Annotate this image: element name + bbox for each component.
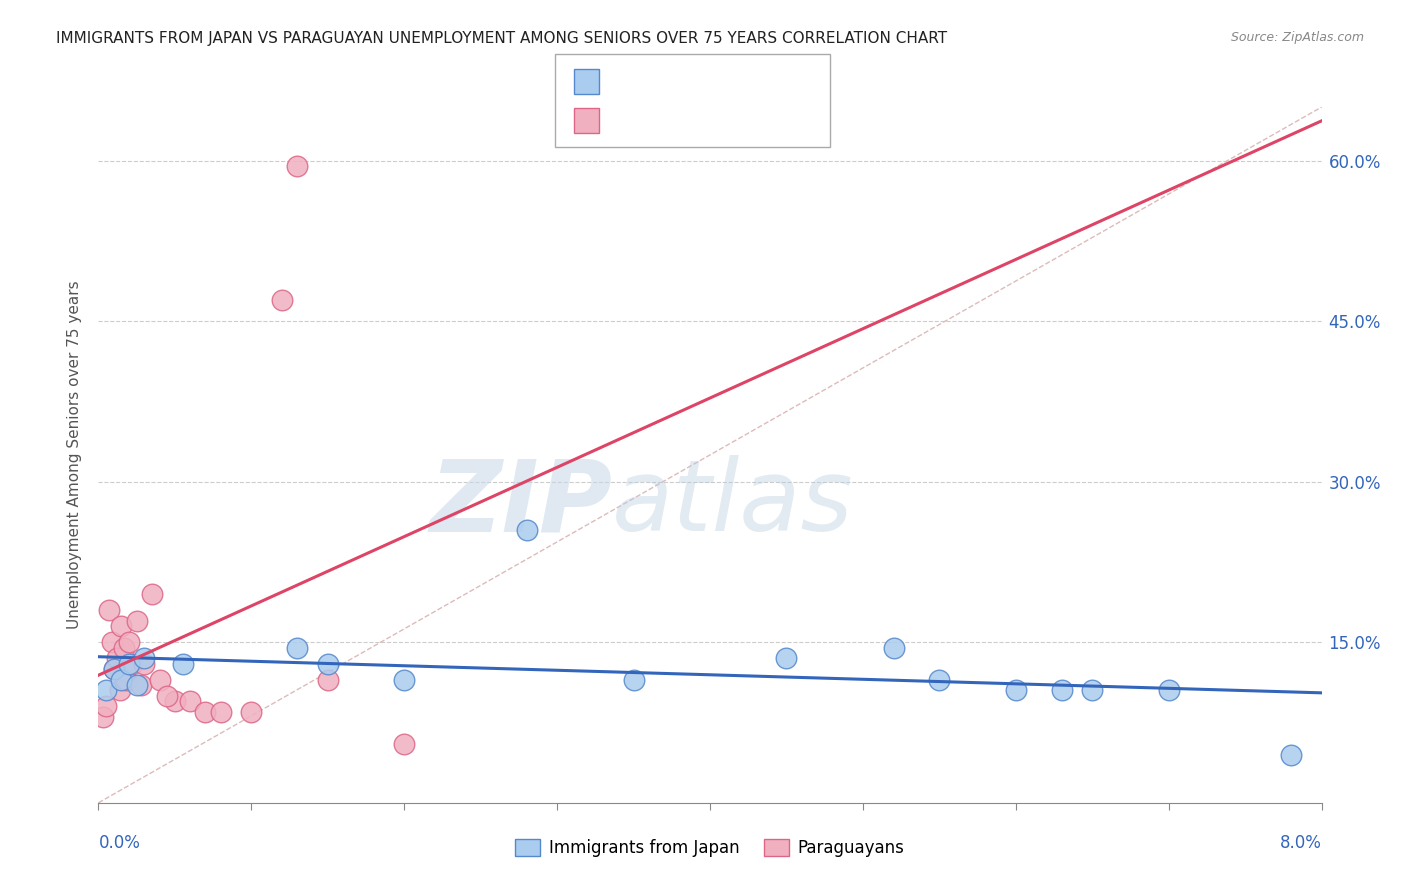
Point — [392, 737, 416, 751]
Point — [883, 640, 905, 655]
Text: N =: N = — [716, 72, 755, 90]
Legend: Immigrants from Japan, Paraguayans: Immigrants from Japan, Paraguayans — [509, 832, 911, 864]
Point — [285, 640, 308, 655]
Point — [156, 689, 179, 703]
Point — [179, 694, 201, 708]
Point — [149, 673, 172, 687]
Point — [163, 694, 186, 708]
Point — [316, 657, 339, 671]
Point — [115, 673, 138, 687]
Point — [240, 705, 263, 719]
Point — [94, 683, 117, 698]
Text: R =: R = — [610, 72, 650, 90]
Point — [623, 673, 645, 687]
Point — [515, 523, 537, 537]
Point — [101, 635, 124, 649]
Point — [1081, 683, 1104, 698]
Text: 8.0%: 8.0% — [1279, 834, 1322, 852]
Text: N =: N = — [716, 108, 755, 127]
Y-axis label: Unemployment Among Seniors over 75 years: Unemployment Among Seniors over 75 years — [67, 281, 83, 629]
Text: 27: 27 — [755, 108, 780, 127]
Point — [141, 587, 163, 601]
Point — [105, 651, 128, 665]
Point — [1004, 683, 1026, 698]
Point — [316, 673, 339, 687]
Point — [98, 603, 121, 617]
Point — [134, 651, 156, 665]
Point — [928, 673, 950, 687]
Point — [121, 657, 143, 671]
Point — [103, 662, 125, 676]
Text: 0.005: 0.005 — [650, 72, 706, 90]
Point — [108, 683, 131, 698]
Point — [775, 651, 797, 665]
Point — [1157, 683, 1180, 698]
Point — [110, 619, 132, 633]
Text: R =: R = — [610, 108, 650, 127]
Text: IMMIGRANTS FROM JAPAN VS PARAGUAYAN UNEMPLOYMENT AMONG SENIORS OVER 75 YEARS COR: IMMIGRANTS FROM JAPAN VS PARAGUAYAN UNEM… — [56, 31, 948, 46]
Text: atlas: atlas — [612, 455, 853, 552]
Point — [270, 293, 294, 307]
Point — [1279, 747, 1302, 762]
Point — [94, 699, 117, 714]
Text: 0.436: 0.436 — [650, 108, 706, 127]
Point — [209, 705, 232, 719]
Point — [103, 662, 125, 676]
Point — [285, 159, 308, 173]
Point — [194, 705, 217, 719]
Text: Source: ZipAtlas.com: Source: ZipAtlas.com — [1230, 31, 1364, 45]
Point — [91, 710, 114, 724]
Point — [112, 640, 135, 655]
Point — [129, 678, 152, 692]
Point — [110, 673, 132, 687]
Text: 20: 20 — [755, 72, 780, 90]
Text: 0.0%: 0.0% — [98, 834, 141, 852]
Point — [392, 673, 416, 687]
Point — [125, 678, 148, 692]
Point — [1050, 683, 1073, 698]
Point — [172, 657, 194, 671]
Point — [118, 635, 141, 649]
Point — [134, 657, 156, 671]
Text: ZIP: ZIP — [429, 455, 612, 552]
Point — [125, 614, 148, 628]
Point — [118, 657, 141, 671]
